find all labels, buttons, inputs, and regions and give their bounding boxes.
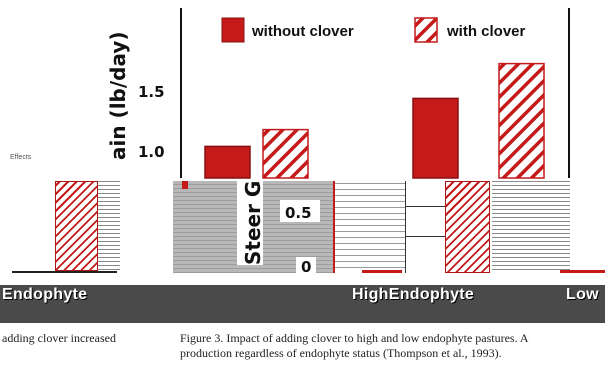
y-tick-label-1-0: 1.0 — [138, 143, 165, 161]
y-tick-label-1-5: 1.5 — [138, 83, 165, 101]
baseline-mid — [362, 270, 402, 273]
y-axis-title-bottom: Steer G — [241, 181, 265, 265]
caption-line-1: Figure 3. Impact of adding clover to hig… — [180, 331, 529, 345]
legend-swatch-without-clover — [221, 17, 245, 43]
bar-high-endophyte-with-clover — [498, 62, 545, 179]
white-box-fragment — [405, 181, 446, 273]
y-tick-label-0: 0 — [301, 258, 311, 276]
chart-frame — [180, 8, 570, 178]
bars-group — [204, 62, 545, 179]
hatch-strip-mid — [445, 181, 490, 273]
bar-low-endophyte-with-clover — [262, 128, 309, 179]
gray-band: Endophyte HighEndophyte Low — [0, 285, 605, 323]
legend-swatch-with-clover — [414, 17, 438, 43]
legend-label-without-clover: without clover — [251, 23, 354, 40]
baseline-right — [560, 270, 605, 273]
band-label-high-endophyte: HighEndophyte — [352, 286, 475, 303]
hatch-strip-left — [55, 181, 98, 271]
baseline-left — [12, 271, 117, 273]
band-label-endophyte: Endophyte — [2, 286, 88, 303]
band-label-low: Low — [566, 286, 599, 303]
y-tick-label-0-5: 0.5 — [285, 204, 312, 222]
bar-low-endophyte-without-clover — [204, 145, 251, 179]
scanline-strip-left — [98, 181, 120, 271]
effects-tag: Effects — [10, 154, 32, 161]
scanline-strip-right — [492, 181, 570, 273]
bar-high-endophyte-without-clover — [412, 97, 459, 179]
red-edge-fragment — [182, 181, 188, 189]
scanline-strip-mid — [335, 183, 405, 273]
caption-line-2: production regardless of endophyte statu… — [180, 346, 502, 360]
caption-left: adding clover increased — [2, 331, 116, 345]
y-axis-title-top: ain (lb/day) — [106, 31, 130, 160]
legend-label-with-clover: with clover — [446, 23, 526, 40]
